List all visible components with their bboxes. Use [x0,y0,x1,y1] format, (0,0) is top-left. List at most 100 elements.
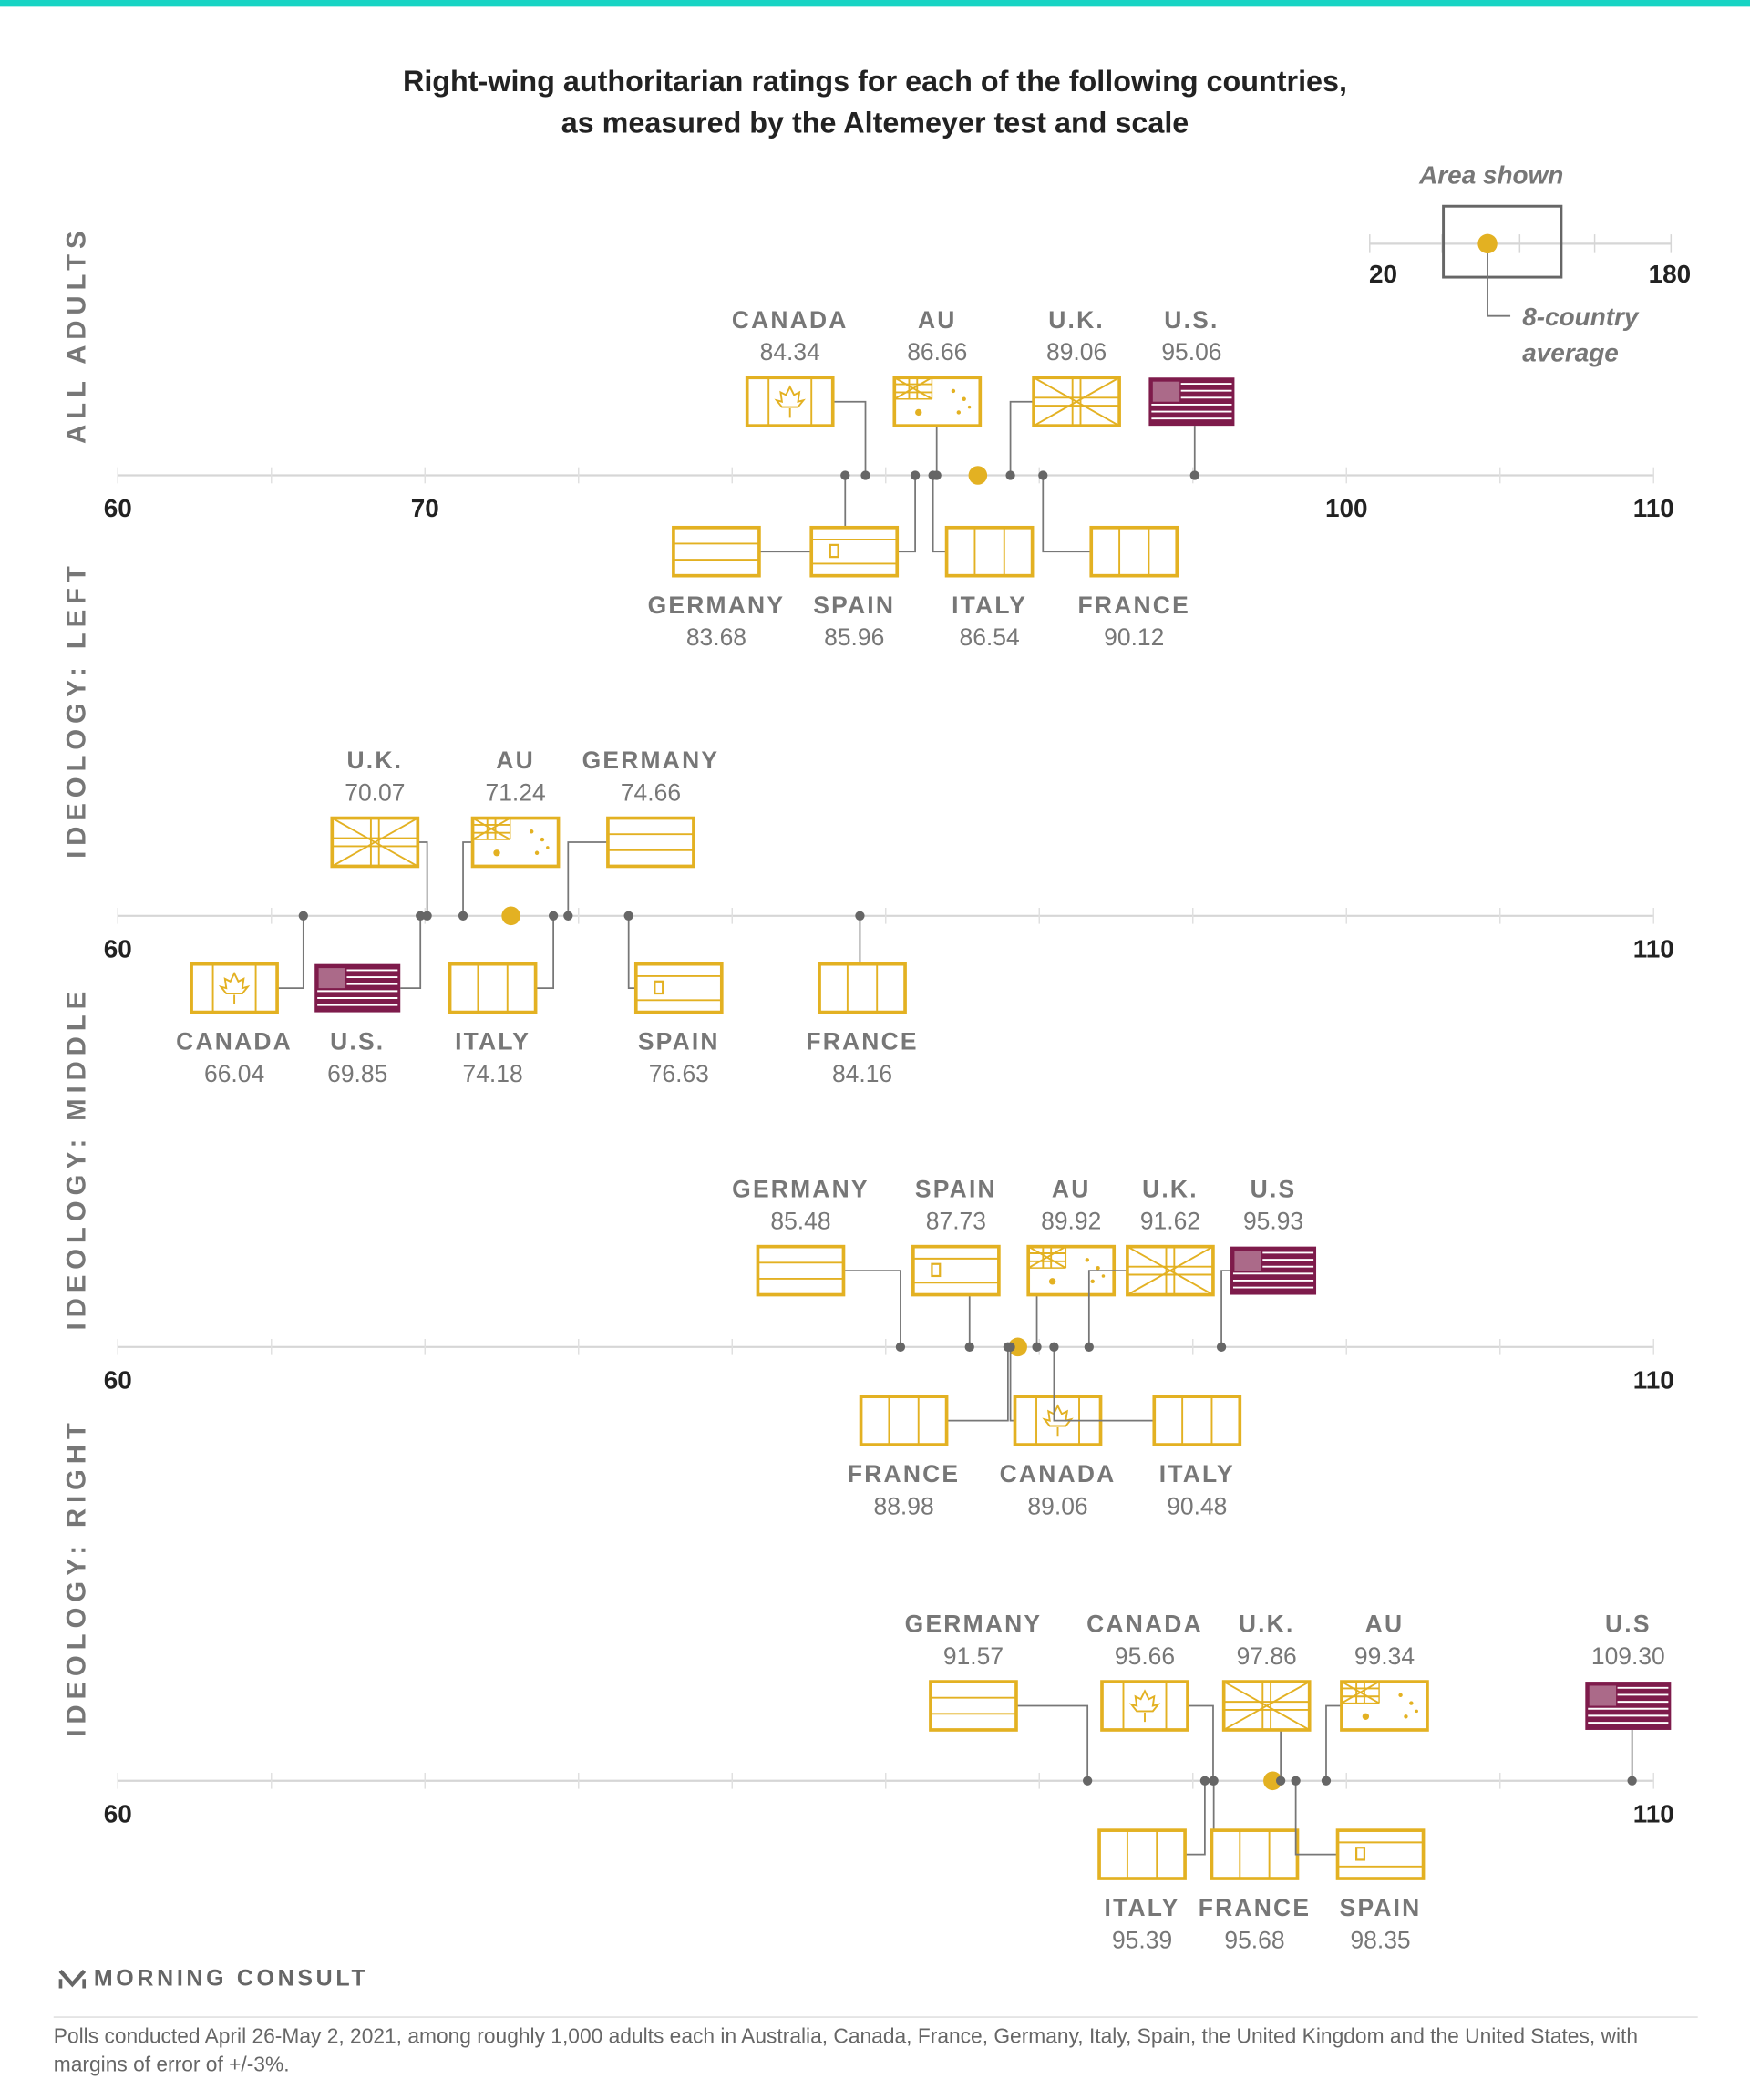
country-name: SPAIN [637,1028,720,1055]
country-value: 69.85 [327,1060,388,1087]
legend-inset [1369,204,1673,317]
country-value: 98.35 [1350,1926,1411,1954]
country-name: U.K. [346,746,404,775]
country-value: 74.18 [462,1060,523,1087]
data-point-australia [1032,1342,1042,1352]
data-point-us [1189,470,1199,480]
australia-flag-icon [1340,1680,1429,1732]
connector-line [1042,475,1092,553]
country-value: 71.24 [485,778,546,807]
chart-title-line1: Right-wing authoritarian ratings for eac… [402,64,1348,98]
data-point-us [1627,1776,1637,1786]
data-point-italy [1199,1776,1210,1786]
connector-line [932,475,947,553]
country-name: U.K. [1048,306,1105,334]
panel-3 [117,1680,1672,1880]
average-dot [501,906,520,926]
country-value: 109.30 [1590,1642,1665,1670]
connector-line [1009,400,1035,476]
country-name: GERMANY [904,1611,1043,1638]
panel-label: IDEOLOGY: LEFT [62,561,92,859]
legend-average-dot [1477,233,1498,254]
germany-flag-icon [672,525,761,578]
country-value: 88.98 [873,1492,934,1520]
connector-line [897,475,916,553]
us-flag-icon [1230,1246,1317,1295]
average-dot [968,466,988,485]
country-name: ITALY [952,592,1028,619]
data-point-germany [840,470,850,480]
country-name: SPAIN [813,592,896,619]
axis-tick-label: 60 [103,495,132,524]
italy-flag-icon [1152,1395,1242,1446]
morning-consult-logo: MORNING CONSULT [58,1965,369,1992]
data-point-germany [563,911,573,921]
country-value: 87.73 [925,1208,986,1235]
chart-title-line2: as measured by the Altemeyer test and sc… [561,106,1189,139]
country-name: U.S. [330,1028,386,1055]
data-point-spain [964,1342,974,1352]
connector-line [400,915,422,990]
country-value: 89.06 [1045,338,1107,366]
germany-flag-icon [606,816,695,869]
country-name: CANADA [176,1028,293,1055]
country-name: SPAIN [914,1175,997,1203]
axis-tick-label: 110 [1632,1800,1674,1829]
country-name: U.K. [1142,1175,1199,1203]
country-value: 84.34 [759,338,820,366]
country-value: 86.66 [907,338,968,366]
connector-line [946,1346,1009,1422]
connector-line [417,841,428,916]
panel-2 [117,1244,1654,1446]
country-name: ITALY [1158,1460,1235,1488]
country-value: 91.62 [1139,1208,1201,1235]
country-name: U.S. [1164,306,1220,334]
average-dot [1008,1337,1027,1357]
connector-line [1053,1346,1155,1422]
data-point-uk [1005,470,1015,480]
connector-line [1087,1270,1127,1347]
country-name: U.S [1250,1175,1297,1203]
connector-line [1294,1780,1338,1856]
country-value: 76.63 [648,1060,709,1087]
country-value: 95.68 [1224,1926,1285,1954]
data-point-australia [458,911,468,921]
legend-max-label: 180 [1648,261,1692,290]
average-dot [1263,1771,1282,1791]
italy-flag-icon [448,962,538,1014]
connector-line [1188,1704,1214,1781]
country-name: AU [1051,1175,1091,1203]
uk-flag-icon [330,816,420,869]
footnote: Polls conducted April 26-May 2, 2021, am… [53,2025,1639,2077]
canada-flag-icon [745,376,835,427]
us-flag-icon [1148,377,1235,427]
country-name: FRANCE [1077,592,1190,619]
country-name: FRANCE [1198,1894,1312,1922]
logo-text: MORNING CONSULT [93,1965,369,1992]
country-value: 99.34 [1354,1642,1415,1670]
connector-line [1220,1270,1231,1347]
country-value: 95.93 [1242,1208,1304,1235]
data-point-italy [928,470,938,480]
connector-line [832,400,867,476]
data-point-uk [422,911,432,921]
us-flag-icon [1585,1682,1672,1730]
connector-line [462,841,473,916]
country-name: AU [496,746,535,775]
data-point-canada [298,911,308,921]
france-flag-icon [818,962,907,1014]
country-name: SPAIN [1339,1894,1422,1922]
axis-tick-label: 100 [1324,495,1368,524]
legend-average-label-1: 8-country [1522,304,1639,333]
country-value: 85.48 [770,1208,831,1235]
country-name: FRANCE [847,1460,961,1488]
logo-mark-icon [58,1969,87,1989]
legend-average-label-2: average [1522,340,1619,368]
panel-label: ALL ADULTS [62,225,92,444]
country-value: 95.66 [1114,1642,1176,1670]
country-value: 85.96 [824,623,885,651]
panel-label: IDEOLOGY: RIGHT [62,1417,92,1737]
country-value: 90.48 [1167,1492,1228,1520]
